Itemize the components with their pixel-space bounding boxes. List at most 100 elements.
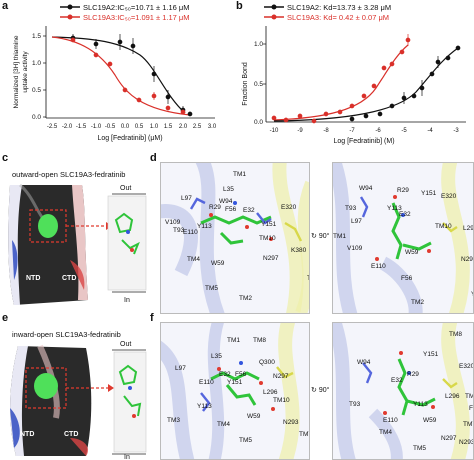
residue-label: E110 xyxy=(383,417,398,424)
panel-f-structure-2: TM8 Y151 W94 E320 R29 E32 L296 TM10 T93 Y113 F292 E… xyxy=(332,322,474,460)
svg-text:0.5: 0.5 xyxy=(254,81,263,88)
residue-label: V109 xyxy=(347,245,363,252)
residue-label: E110 xyxy=(371,263,386,270)
svg-text:2.0: 2.0 xyxy=(179,124,188,130)
panel-c-label: c xyxy=(2,152,9,164)
residue-label: TM2 xyxy=(239,295,252,302)
residue-label: W59 xyxy=(247,413,261,420)
residue-label: W94 xyxy=(359,185,373,192)
svg-text:3.0: 3.0 xyxy=(208,124,217,130)
residue-label: W59 xyxy=(423,417,437,424)
svg-text:-3: -3 xyxy=(453,128,459,134)
legend-text-a3: SLC19A3:IC₅₀=1.091 ± 1.17 μM xyxy=(83,13,190,22)
svg-text:0.5: 0.5 xyxy=(32,87,41,94)
residue-label: F292 xyxy=(309,381,310,388)
residue-label: Y113 xyxy=(413,401,428,408)
panel-a-label: a xyxy=(2,0,9,12)
residue-label: TM8 xyxy=(253,337,266,344)
panel-f-rotate: ↻ 90° xyxy=(311,386,329,394)
panel-e-in: In xyxy=(124,454,130,460)
residue-label: L35 xyxy=(211,353,222,360)
residue-label: F56 xyxy=(401,275,413,282)
residue-label: F56 xyxy=(225,206,237,213)
panel-c-out: Out xyxy=(120,185,131,192)
residue-label: E320 xyxy=(459,363,474,370)
residue-label: TM1 xyxy=(227,337,240,344)
residue-label: Q300 xyxy=(259,359,275,366)
residue-label: TM8 xyxy=(449,331,462,338)
panel-d-rotate: ↻ 90° xyxy=(311,232,329,240)
residue-label: TM10 xyxy=(273,397,290,404)
residue-label: E320 xyxy=(281,204,297,211)
residue-label: TM1 xyxy=(233,171,246,178)
svg-text:-1.0: -1.0 xyxy=(91,124,102,130)
residue-label: L35 xyxy=(223,186,234,193)
svg-text:Log [Fedratinib] (μM): Log [Fedratinib] (μM) xyxy=(97,135,162,142)
residue-label: N297 xyxy=(273,373,289,380)
svg-text:-1.5: -1.5 xyxy=(76,124,87,130)
svg-text:-0.5: -0.5 xyxy=(105,124,116,130)
residue-label: N297 xyxy=(461,256,473,263)
residue-label: W94 xyxy=(219,198,233,205)
residue-label: TM10 xyxy=(259,235,276,242)
residue-label: TM7 xyxy=(463,421,473,428)
panel-e-title: inward-open SLC19A3-fedratinib xyxy=(12,330,121,339)
residue-label: Y151 xyxy=(423,351,439,358)
legend-marker-a2 xyxy=(67,4,73,10)
residue-label: Y113 xyxy=(197,223,212,230)
residue-label: TM10 xyxy=(435,223,452,230)
svg-text:1.5: 1.5 xyxy=(32,33,41,40)
svg-text:1.0: 1.0 xyxy=(32,60,41,67)
residue-label: TM9 xyxy=(307,275,309,282)
legend-marker-a3 xyxy=(67,14,73,20)
panel-f-rotate-label: 90° xyxy=(318,387,330,394)
residue-label: F56 xyxy=(235,371,247,378)
svg-text:2.5: 2.5 xyxy=(193,124,202,130)
panel-e-ntd: NTD xyxy=(20,431,34,438)
residue-label: W59 xyxy=(211,260,225,267)
legend-text-b2: SLC19A2: Kd=13.73 ± 3.28 μM xyxy=(287,3,391,12)
residue-label: V109 xyxy=(165,219,181,226)
residue-label: TM5 xyxy=(239,437,252,444)
residue-label: L97 xyxy=(351,218,362,225)
svg-text:0.0: 0.0 xyxy=(254,119,263,126)
panel-b-label: b xyxy=(236,0,243,12)
svg-text:-2.0: -2.0 xyxy=(62,124,73,130)
svg-text:-5: -5 xyxy=(401,128,407,134)
svg-text:-2.5: -2.5 xyxy=(47,124,58,130)
panel-f-label: f xyxy=(150,312,154,324)
residue-label: L97 xyxy=(181,195,192,202)
residue-label: R29 xyxy=(407,371,419,378)
residue-label: TM5 xyxy=(205,285,218,292)
panel-d-struct-art-2 xyxy=(333,163,470,313)
residue-label: Y151 xyxy=(227,379,243,386)
residue-label: E110 xyxy=(199,379,214,386)
svg-text:Normalized [3H] thiamine: Normalized [3H] thiamine xyxy=(13,35,20,108)
residue-label: TM4 xyxy=(217,421,230,428)
residue-label: TM7 xyxy=(299,431,309,438)
residue-label: W94 xyxy=(357,359,371,366)
panel-e-ctd: CTD xyxy=(64,431,78,438)
panel-d-structure-1: TM1 L35 W94 L97 R29 F56 E32 V109 T93 Y113 E110 Y151… xyxy=(160,162,310,314)
svg-text:1.0: 1.0 xyxy=(254,41,263,48)
svg-text:-9: -9 xyxy=(297,128,303,134)
svg-text:Log [Fedratinib] (M): Log [Fedratinib] (M) xyxy=(333,138,394,145)
panel-f-struct-art-1 xyxy=(161,323,300,459)
residue-label: L296 xyxy=(445,393,460,400)
residue-label: TM5 xyxy=(413,445,426,452)
residue-label: TM4 xyxy=(379,429,392,436)
svg-text:-7: -7 xyxy=(349,128,355,134)
panel-c-ntd: NTD xyxy=(26,275,40,282)
residue-label: Y113 xyxy=(197,403,212,410)
svg-text:0.0: 0.0 xyxy=(121,124,130,130)
panel-a-chart: SLC19A2:IC₅₀=10.71 ± 1.16 μM SLC19A3:IC₅… xyxy=(13,3,217,142)
residue-label: N293 xyxy=(283,419,299,426)
svg-text:-10: -10 xyxy=(270,128,279,134)
residue-label: N297 xyxy=(441,435,457,442)
residue-label: W59 xyxy=(405,249,419,256)
residue-label: E32 xyxy=(243,207,255,214)
residue-label: E32 xyxy=(219,371,231,378)
residue-label: Y298 xyxy=(471,291,473,298)
residue-label: Y151 xyxy=(421,190,437,197)
panel-c-in: In xyxy=(124,297,130,304)
